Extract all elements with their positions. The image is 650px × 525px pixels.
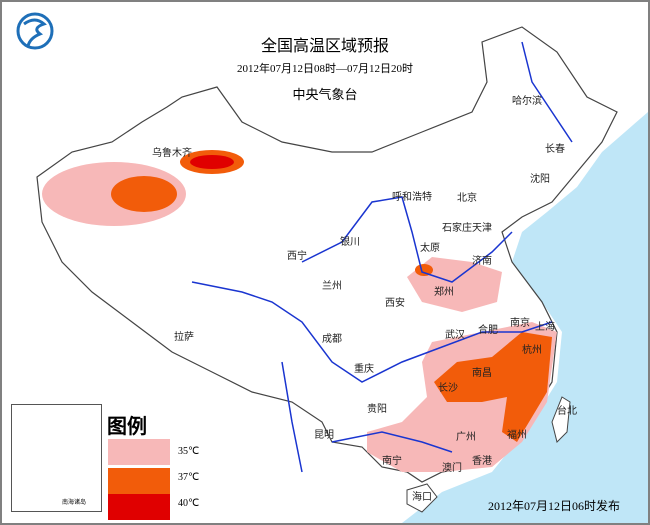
hainan-island: [406, 483, 438, 513]
city-label: 兰州: [322, 281, 342, 292]
sea: [402, 112, 648, 523]
city-label: 澳门: [442, 463, 462, 474]
legend-swatch-37: [108, 468, 170, 494]
city-label: 长沙: [438, 383, 458, 394]
city-label: 长春: [545, 144, 565, 155]
city-label: 杭州: [522, 345, 542, 356]
city-label: 昆明: [314, 430, 334, 441]
city-label: 福州: [507, 430, 527, 441]
heat-zone-37-xinjiang: [111, 176, 177, 212]
heat-zone-37-shanxi: [415, 264, 433, 276]
city-label: 武汉: [445, 330, 465, 341]
taiwan-island: [551, 396, 571, 443]
city-label: 南京: [510, 318, 530, 329]
city-label: 济南: [472, 256, 492, 267]
city-label: 成都: [322, 334, 342, 345]
city-label: 沈阳: [530, 174, 550, 185]
city-label: 台北: [557, 406, 577, 417]
cma-logo-icon: [16, 12, 54, 50]
city-label: 广州: [456, 432, 476, 443]
heat-zone-40-turpan: [190, 155, 234, 169]
city-label: 北京: [457, 193, 477, 204]
city-label: 拉萨: [174, 332, 194, 343]
city-label: 海口: [412, 492, 432, 503]
city-label: 西宁: [287, 251, 307, 262]
city-label: 天津: [472, 223, 492, 234]
issue-time: 2012年07月12日06时发布: [488, 499, 621, 513]
city-label: 南宁: [382, 456, 402, 467]
south-china-sea-inset: 南海诸岛: [11, 404, 102, 512]
city-label: 合肥: [478, 325, 498, 336]
city-label: 银川: [340, 237, 360, 248]
heat-zone-37-south: [434, 332, 552, 442]
city-label: 石家庄: [442, 223, 472, 234]
legend-swatch-40: [108, 494, 170, 520]
city-label: 郑州: [434, 287, 454, 298]
city-label: 哈尔滨: [512, 96, 542, 107]
city-label: 太原: [420, 243, 440, 254]
issuer: 中央气象台: [292, 88, 358, 103]
inset-label: 南海诸岛: [62, 499, 87, 506]
legend-label-40: 40℃: [178, 498, 200, 509]
forecast-period: 2012年07月12日08时—07月12日20时: [237, 63, 413, 75]
city-label: 重庆: [354, 364, 374, 375]
city-label: 南昌: [472, 368, 492, 379]
city-label: 贵阳: [367, 404, 387, 415]
city-label: 上海: [535, 322, 555, 333]
map-title: 全国高温区域预报: [260, 36, 389, 55]
legend-label-35: 35℃: [178, 446, 200, 457]
legend-title: 图例: [107, 414, 147, 438]
city-label: 香港: [472, 456, 492, 467]
city-label: 西安: [385, 298, 405, 309]
city-label: 乌鲁木齐: [152, 148, 192, 159]
legend-swatch-35: [108, 439, 170, 465]
legend-label-37: 37℃: [178, 472, 200, 483]
rivers: [191, 41, 573, 473]
city-label: 呼和浩特: [392, 192, 432, 203]
